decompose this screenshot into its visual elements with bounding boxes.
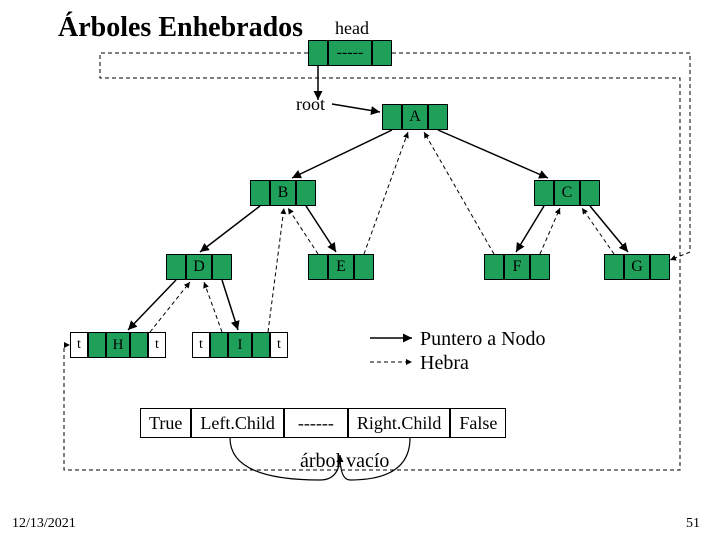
node-E: E [308,254,374,280]
node-A-left [382,104,402,130]
node-E-right [354,254,374,280]
node-E-left [308,254,328,280]
node-G-left [604,254,624,280]
node-B: B [250,180,316,206]
node-A: A [382,104,448,130]
record-true: True [140,408,191,438]
record-right: Right.Child [348,408,451,438]
node-G: G [604,254,670,280]
node-B-label: B [270,180,296,206]
node-D-right [212,254,232,280]
node-B-right [296,180,316,206]
record-left: Left.Child [191,408,284,438]
node-G-label: G [624,254,650,280]
node-C: C [534,180,600,206]
node-F-left [484,254,504,280]
t-cell: t [270,332,288,358]
node-H-left [88,332,106,358]
page-title: Árboles Enhebrados [58,12,303,44]
head-right [372,40,392,66]
empty-tree-label: árbol vacío [300,450,389,473]
node-H: t H t [70,332,166,358]
footer-page: 51 [686,516,700,532]
t-cell: t [70,332,88,358]
head-node: ----- [308,40,392,66]
node-H-right [130,332,148,358]
node-D-left [166,254,186,280]
t-cell: t [148,332,166,358]
node-I-label: I [228,332,252,358]
node-C-right [580,180,600,206]
node-G-right [650,254,670,280]
root-label: root [296,94,325,115]
legend-line1: Puntero a Nodo [420,328,546,351]
node-F: F [484,254,550,280]
node-A-label: A [402,104,428,130]
footer-date: 12/13/2021 [12,516,76,532]
record-data: ------ [284,408,348,438]
node-I-right [252,332,270,358]
node-D: D [166,254,232,280]
node-F-right [530,254,550,280]
head-value: ----- [328,40,372,66]
node-C-left [534,180,554,206]
node-F-label: F [504,254,530,280]
legend-line2: Hebra [420,352,469,375]
node-C-label: C [554,180,580,206]
node-A-right [428,104,448,130]
node-B-left [250,180,270,206]
t-cell: t [192,332,210,358]
node-E-label: E [328,254,354,280]
node-record: True Left.Child ------ Right.Child False [140,408,506,438]
head-label: head [335,18,369,39]
head-left [308,40,328,66]
record-false: False [450,408,506,438]
node-D-label: D [186,254,212,280]
node-I: t I t [192,332,288,358]
node-H-label: H [106,332,130,358]
node-I-left [210,332,228,358]
